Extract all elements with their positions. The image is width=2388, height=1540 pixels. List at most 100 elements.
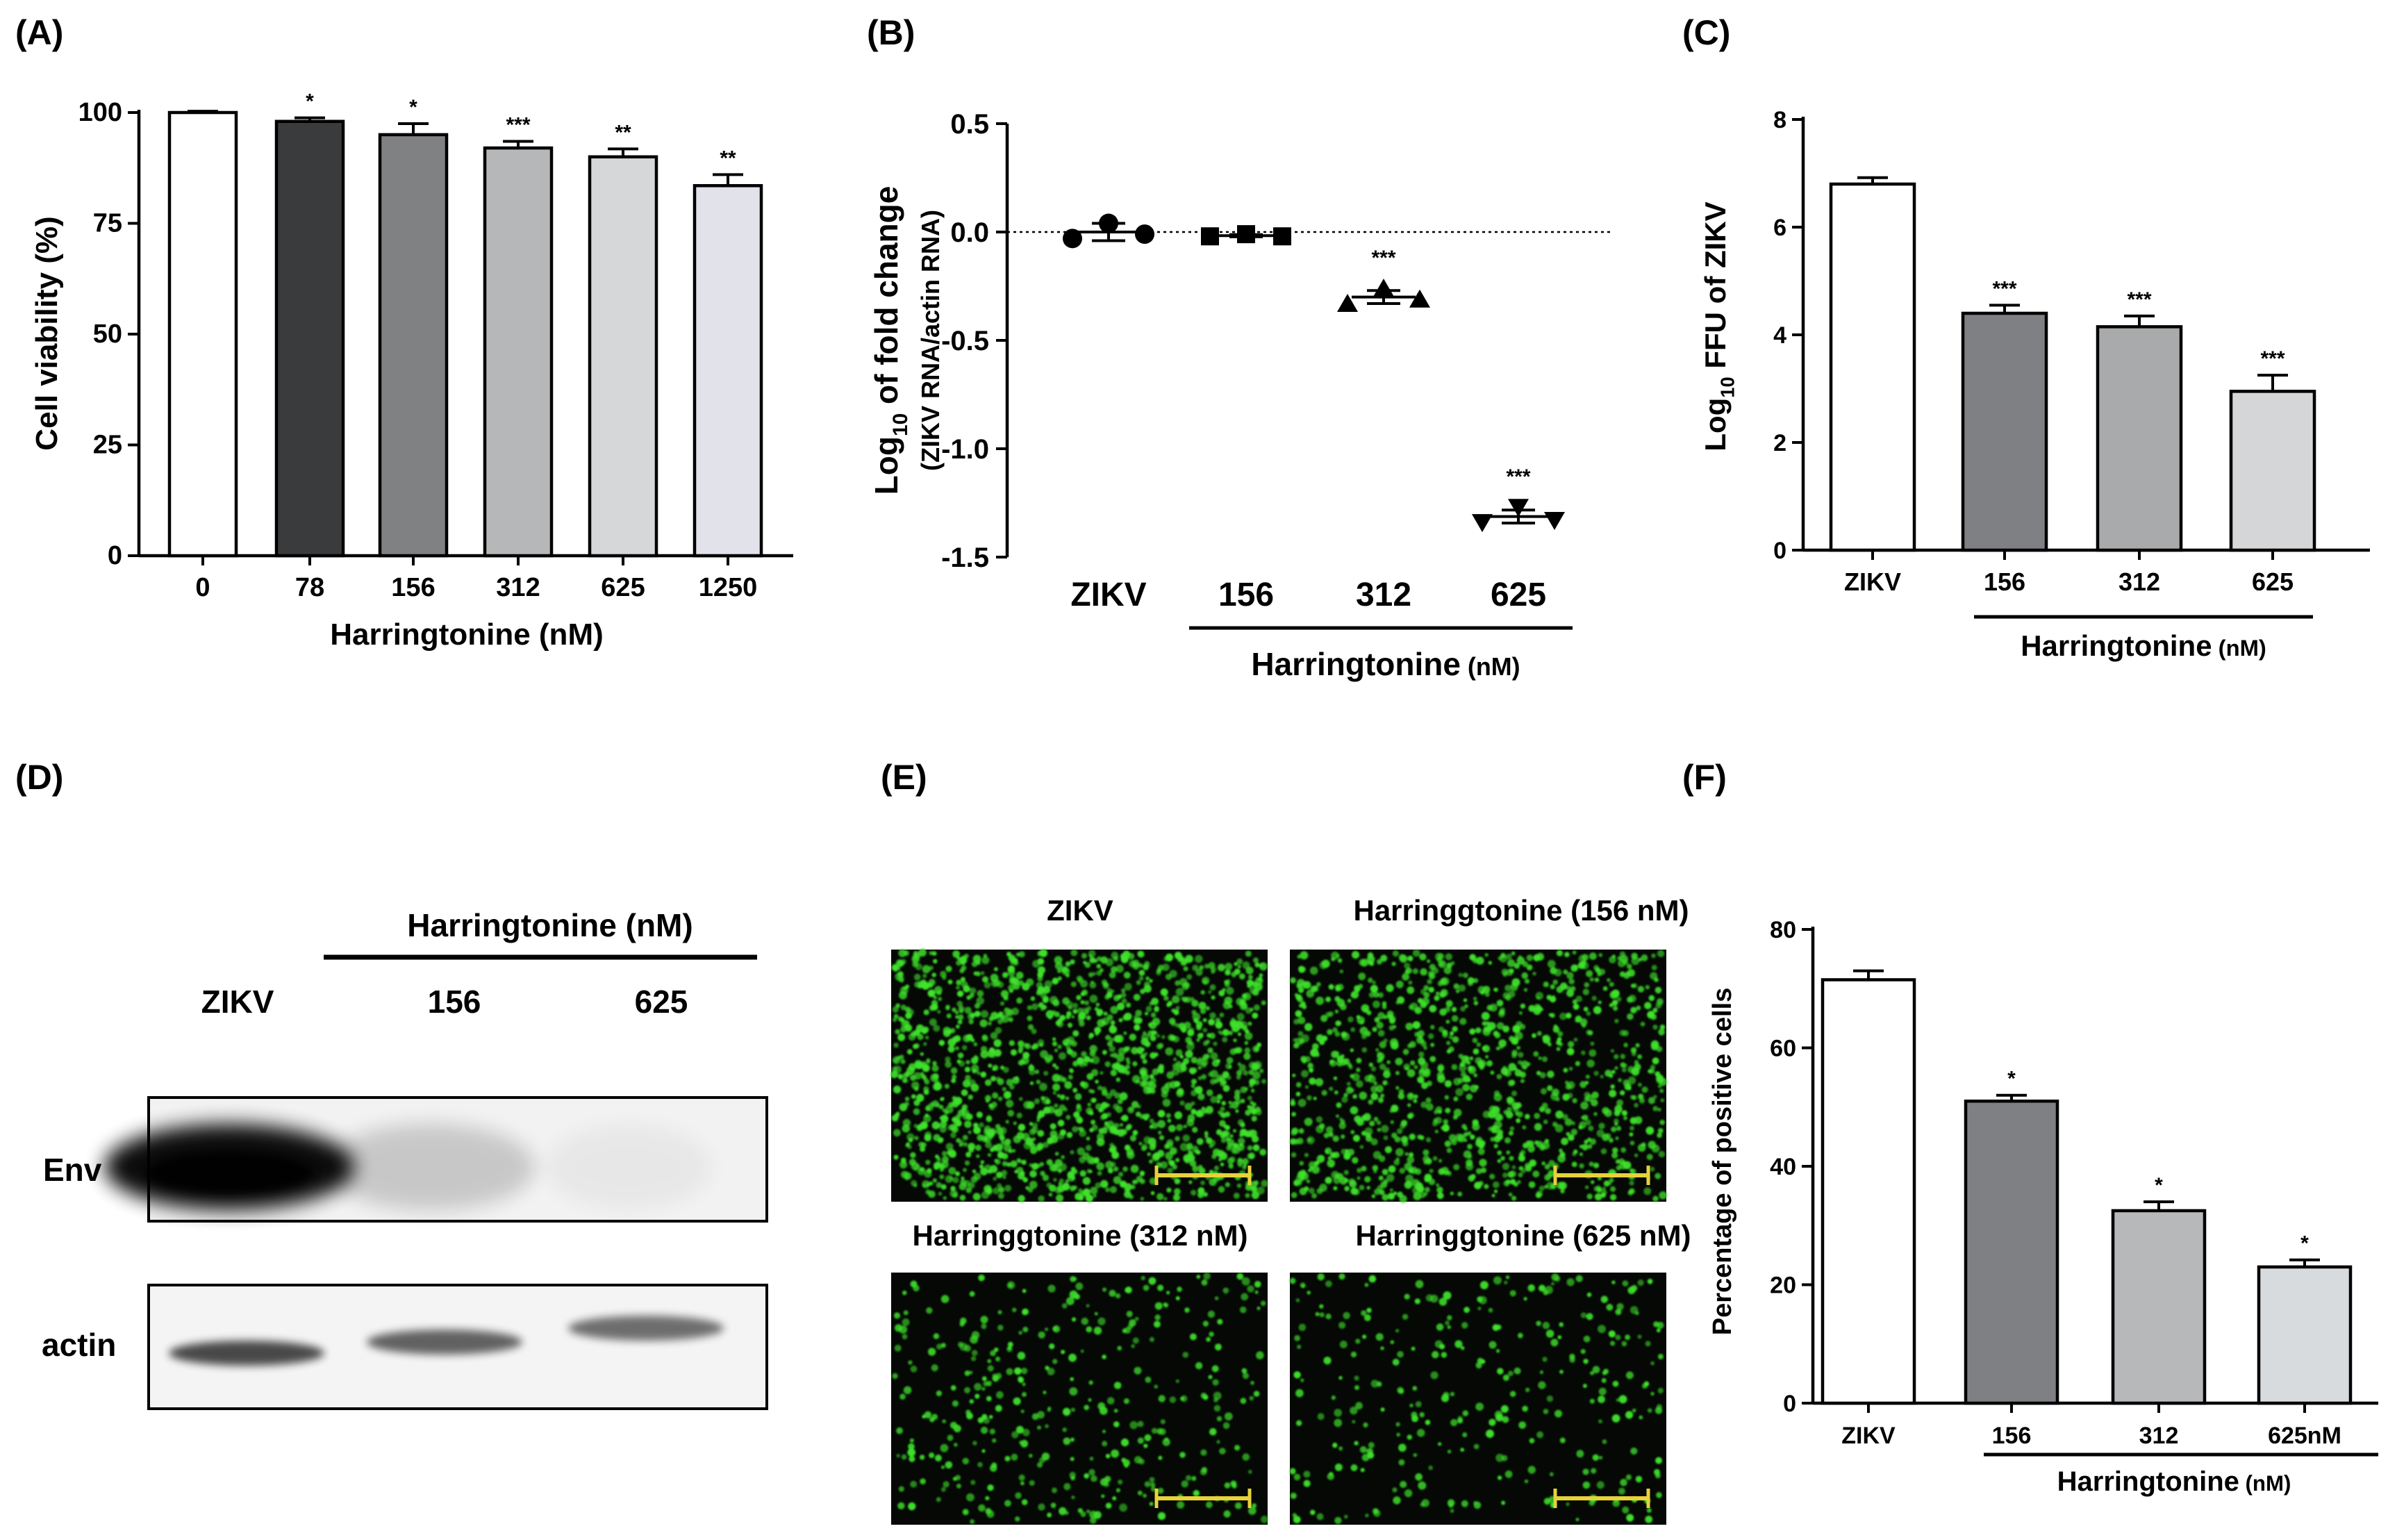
microscopy-cell [976, 997, 984, 1005]
microscopy-cell [1117, 1002, 1125, 1011]
microscopy-cell [1180, 1396, 1184, 1401]
microscopy-cell [1416, 1076, 1425, 1084]
microscopy-cell [1028, 1068, 1036, 1075]
microscopy-cell [1584, 1139, 1589, 1144]
microscopy-cell [938, 997, 943, 1002]
microscopy-cell [924, 1113, 929, 1118]
microscopy-cell [1110, 1069, 1118, 1077]
microscopy-cell [1138, 970, 1145, 976]
microscopy-cell [1354, 1375, 1359, 1381]
microscopy-cell [1113, 1176, 1122, 1184]
microscopy-cell [1081, 953, 1088, 959]
microscopy-cell [1301, 1070, 1309, 1078]
microscopy-cell [1504, 1280, 1508, 1285]
microscopy-cell [1522, 1065, 1527, 1070]
microscopy-cell [1344, 1186, 1350, 1191]
microscopy-cell [1020, 1367, 1028, 1375]
microscopy-cell [993, 1187, 1000, 1195]
microscopy-cell [1534, 1113, 1541, 1119]
microscopy-cell [1220, 1106, 1225, 1112]
microscopy-cell [1072, 1009, 1078, 1014]
microscopy-cell [1175, 1379, 1180, 1384]
microscopy-cell [1609, 1089, 1617, 1098]
microscopy-cell [1160, 988, 1168, 996]
microscopy-cell [995, 1171, 1003, 1179]
microscopy-cell [1063, 1483, 1071, 1491]
microscopy-cell [1110, 1006, 1118, 1014]
microscopy-cell [1404, 1181, 1413, 1189]
microscopy-cell [1450, 1391, 1455, 1397]
microscopy-cell [940, 1097, 945, 1101]
microscopy-cell [1612, 1005, 1618, 1011]
microscopy-cell [980, 971, 985, 975]
microscopy-cell [1208, 990, 1212, 994]
microscopy-cell [1133, 993, 1141, 1001]
microscopy-cell [993, 1177, 997, 1181]
microscopy-cell [1224, 979, 1229, 985]
microscopy-cell [1656, 998, 1664, 1005]
microscopy-cell [1386, 1173, 1395, 1182]
microscopy-cell [945, 1057, 951, 1063]
microscopy-cell [986, 1115, 992, 1121]
microscopy-cell [1105, 1093, 1112, 1100]
microscopy-cell [1559, 1012, 1567, 1020]
microscopy-cell [1445, 1320, 1450, 1325]
microscopy-cell [1198, 1002, 1207, 1010]
microscopy-cell [1447, 1315, 1452, 1320]
microscopy-cell [1105, 1034, 1111, 1041]
microscopy-cell [1359, 1020, 1364, 1025]
microscopy-cell [1636, 1005, 1641, 1011]
microscopy-cell [936, 1084, 940, 1088]
microscopy-cell [1620, 1090, 1625, 1096]
microscopy-cell [1511, 951, 1516, 956]
microscopy-cell [1304, 1152, 1309, 1157]
microscopy-cell [1586, 1011, 1591, 1016]
microscopy-cell [1311, 1193, 1317, 1199]
microscopy-cell [1012, 1149, 1016, 1153]
microscopy-cell [1068, 1353, 1077, 1362]
microscopy-cell [997, 1193, 1004, 1200]
microscopy-cell [1052, 1037, 1056, 1041]
microscopy-cell [1368, 1062, 1374, 1068]
microscopy-cell [1250, 1088, 1255, 1093]
microscopy-cell [1402, 1137, 1407, 1142]
microscopy-cell [1109, 1045, 1116, 1052]
microscopy-cell [1473, 1443, 1479, 1450]
microscopy-cell [1111, 966, 1118, 973]
microscopy-cell [1391, 1132, 1398, 1139]
microscopy-cell [1088, 1468, 1095, 1476]
microscopy-cell [1003, 1091, 1012, 1100]
microscopy-cell [1081, 1317, 1089, 1325]
microscopy-cell [1488, 961, 1492, 965]
microscopy-cell [1418, 1051, 1425, 1058]
microscopy-cell [1469, 1057, 1474, 1061]
microscopy-cell [1101, 1494, 1105, 1498]
microscopy-cell [1105, 1161, 1113, 1169]
microscopy-cell [913, 1072, 922, 1080]
microscopy-cell [1579, 1018, 1588, 1026]
microscopy-cell [1244, 1047, 1251, 1054]
microscopy-cell [1589, 1138, 1596, 1145]
microscopy-cell [1579, 1144, 1583, 1149]
microscopy-cell [911, 1161, 920, 1170]
microscopy-cell [1198, 1164, 1203, 1170]
microscopy-cell [1582, 960, 1586, 965]
microscopy-cell [1660, 1098, 1665, 1102]
microscopy-cell [1486, 1004, 1493, 1011]
microscopy-cell [1550, 984, 1555, 990]
microscopy-cell [1291, 1111, 1296, 1117]
microscopy-cell [1365, 1132, 1371, 1139]
microscopy-cell [1392, 950, 1399, 957]
microscopy-cell [1645, 1341, 1651, 1347]
microscopy-cell [1052, 1073, 1061, 1082]
microscopy-cell [1166, 1187, 1172, 1193]
microscopy-cell [1052, 1091, 1056, 1095]
microscopy-cell [1532, 1170, 1540, 1178]
microscopy-cell [1516, 1020, 1523, 1028]
microscopy-cell [1039, 1043, 1044, 1048]
microscopy-cells [892, 1272, 1268, 1524]
microscopy-cell [1334, 1090, 1338, 1095]
microscopy-cell [1496, 1074, 1502, 1079]
chart-f-y-tick-label: 20 [1770, 1273, 1796, 1299]
